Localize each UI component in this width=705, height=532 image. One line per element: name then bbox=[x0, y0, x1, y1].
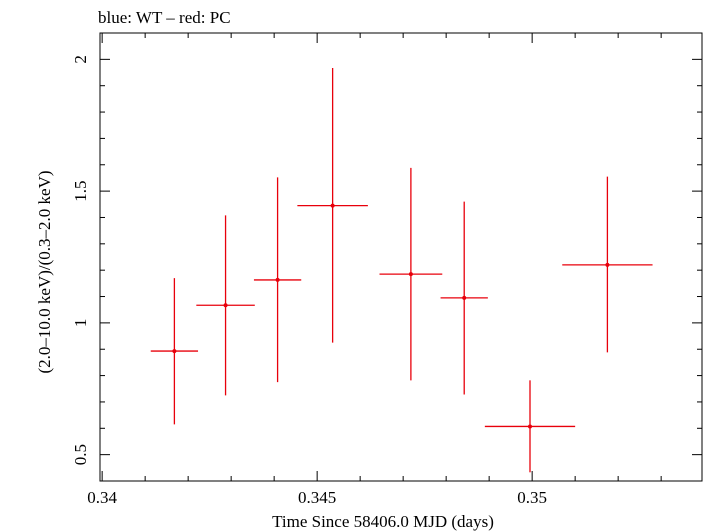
data-point bbox=[440, 201, 488, 395]
y-tick-label: 2 bbox=[71, 55, 90, 64]
data-point bbox=[196, 215, 255, 396]
point-marker bbox=[408, 272, 413, 277]
axis-ticks bbox=[100, 32, 702, 482]
data-point bbox=[150, 278, 199, 425]
point-marker bbox=[172, 349, 177, 354]
point-marker bbox=[223, 303, 228, 308]
x-tick-label: 0.35 bbox=[517, 488, 547, 507]
x-tick-label: 0.345 bbox=[298, 488, 336, 507]
y-axis-label: (2.0–10.0 keV)/(0.3–2.0 keV) bbox=[35, 170, 54, 373]
data-point bbox=[562, 176, 653, 353]
point-marker bbox=[330, 203, 335, 208]
point-marker bbox=[605, 262, 610, 267]
axis-tick-labels: 0.34 0.345 0.35 0.5 1 1.5 2 bbox=[71, 55, 547, 507]
data-points bbox=[150, 68, 653, 473]
data-point bbox=[484, 380, 576, 473]
data-point bbox=[253, 177, 302, 383]
x-axis-label: Time Since 58406.0 MJD (days) bbox=[272, 512, 494, 531]
point-marker bbox=[462, 295, 467, 300]
data-point bbox=[297, 68, 368, 343]
y-tick-label: 0.5 bbox=[71, 444, 90, 465]
y-tick-label: 1 bbox=[71, 319, 90, 328]
point-marker bbox=[275, 277, 280, 282]
chart-title: blue: WT – red: PC bbox=[98, 8, 231, 27]
data-point bbox=[379, 167, 443, 381]
point-marker bbox=[528, 424, 532, 429]
y-tick-label: 1.5 bbox=[71, 180, 90, 201]
x-tick-label: 0.34 bbox=[87, 488, 117, 507]
plot-frame bbox=[99, 32, 703, 482]
